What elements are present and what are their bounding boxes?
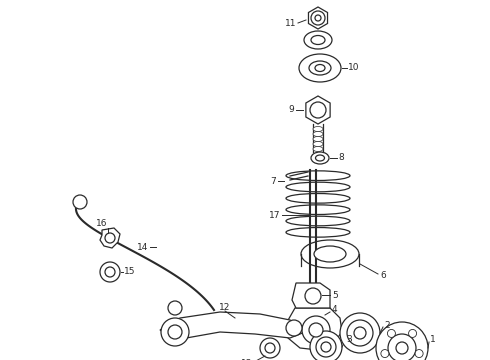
Circle shape: [73, 195, 87, 209]
Circle shape: [265, 343, 275, 353]
Ellipse shape: [313, 131, 323, 136]
Ellipse shape: [301, 240, 359, 268]
Circle shape: [347, 320, 373, 346]
Circle shape: [309, 323, 323, 337]
Circle shape: [376, 322, 428, 360]
Ellipse shape: [286, 216, 350, 226]
Circle shape: [310, 331, 342, 360]
Ellipse shape: [313, 126, 323, 131]
Circle shape: [302, 316, 330, 344]
Text: 4: 4: [332, 306, 338, 315]
Text: 10: 10: [348, 63, 360, 72]
Circle shape: [388, 334, 416, 360]
Text: 16: 16: [96, 220, 108, 229]
Circle shape: [315, 15, 321, 21]
Text: 7: 7: [270, 177, 276, 186]
Polygon shape: [287, 308, 342, 350]
Text: 5: 5: [332, 291, 338, 300]
Circle shape: [168, 325, 182, 339]
Text: 2: 2: [384, 320, 390, 329]
Ellipse shape: [311, 152, 329, 164]
Ellipse shape: [316, 155, 324, 161]
Ellipse shape: [299, 54, 341, 82]
Circle shape: [105, 267, 115, 277]
Circle shape: [409, 329, 416, 337]
Circle shape: [310, 102, 326, 118]
Ellipse shape: [286, 205, 350, 215]
Text: 1: 1: [430, 336, 436, 345]
Circle shape: [321, 342, 331, 352]
Circle shape: [286, 320, 302, 336]
Circle shape: [105, 233, 115, 243]
Ellipse shape: [304, 31, 332, 49]
Circle shape: [168, 301, 182, 315]
Circle shape: [415, 350, 423, 357]
Ellipse shape: [313, 136, 323, 141]
Circle shape: [354, 327, 366, 339]
Text: 3: 3: [346, 334, 352, 343]
Text: 12: 12: [220, 303, 231, 312]
Circle shape: [381, 350, 389, 357]
Ellipse shape: [315, 64, 325, 72]
Text: 14: 14: [137, 243, 148, 252]
Ellipse shape: [309, 61, 331, 75]
Circle shape: [161, 318, 189, 346]
Ellipse shape: [286, 228, 350, 237]
Text: 15: 15: [124, 267, 136, 276]
Ellipse shape: [286, 194, 350, 203]
Text: 9: 9: [288, 105, 294, 114]
Ellipse shape: [313, 141, 323, 147]
Circle shape: [260, 338, 280, 358]
Text: 6: 6: [380, 271, 386, 280]
Circle shape: [311, 11, 325, 25]
Circle shape: [100, 262, 120, 282]
Circle shape: [396, 342, 408, 354]
Ellipse shape: [314, 246, 346, 262]
Ellipse shape: [286, 171, 350, 180]
Circle shape: [340, 313, 380, 353]
Ellipse shape: [311, 36, 325, 45]
Polygon shape: [306, 96, 330, 124]
Ellipse shape: [286, 182, 350, 192]
Polygon shape: [160, 312, 310, 340]
Ellipse shape: [313, 147, 323, 152]
Polygon shape: [292, 283, 330, 308]
Polygon shape: [100, 228, 120, 248]
Polygon shape: [309, 7, 327, 29]
Circle shape: [316, 337, 336, 357]
Text: 17: 17: [269, 211, 280, 220]
Text: 8: 8: [338, 153, 344, 162]
Circle shape: [388, 329, 395, 337]
Circle shape: [305, 288, 321, 304]
Text: 11: 11: [285, 18, 296, 27]
